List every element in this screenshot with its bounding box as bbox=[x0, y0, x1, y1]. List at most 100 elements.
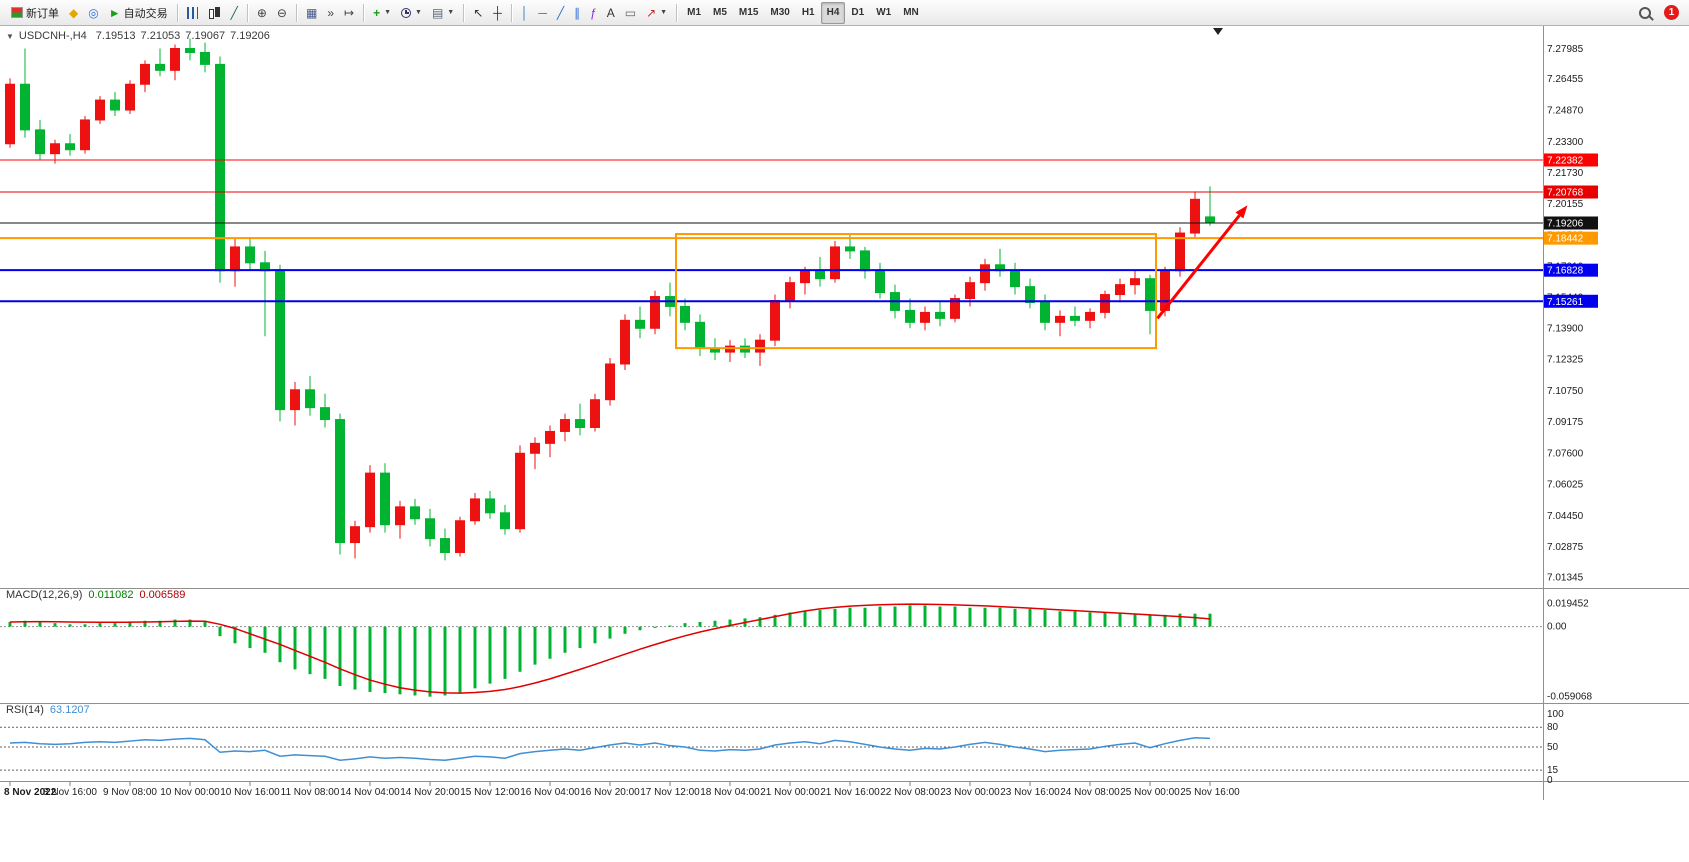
candlestick-chart-icon bbox=[208, 6, 221, 19]
crosshair-button[interactable]: ┼ bbox=[488, 2, 507, 24]
autotrading-button[interactable]: ► 自动交易 bbox=[104, 2, 173, 24]
candle bbox=[350, 526, 360, 544]
price-tag bbox=[1544, 263, 1598, 277]
arrows-button[interactable]: ↗ ▼ bbox=[641, 2, 672, 24]
cursor-button[interactable]: ↖ bbox=[468, 2, 488, 24]
macd-histogram-bar bbox=[1133, 613, 1137, 627]
macd-histogram-bar bbox=[563, 626, 567, 653]
price-tag-label: 7.18442 bbox=[1547, 234, 1584, 245]
navigator-button[interactable]: ◎ bbox=[83, 2, 103, 24]
tf-w1-button[interactable]: W1 bbox=[870, 2, 897, 24]
price-axis-label: 7.21730 bbox=[1547, 168, 1584, 179]
tf-m15-button[interactable]: M15 bbox=[733, 2, 764, 24]
consolidation-rectangle[interactable] bbox=[675, 233, 1157, 350]
macd-histogram-bar bbox=[218, 626, 222, 637]
new-chart-button[interactable]: ◆ bbox=[64, 2, 83, 24]
price-axis-label: 7.01345 bbox=[1547, 572, 1584, 583]
tf-d1-button[interactable]: D1 bbox=[845, 2, 870, 24]
macd-histogram-bar bbox=[473, 626, 477, 689]
macd-histogram-bar bbox=[68, 624, 72, 627]
candle bbox=[605, 363, 615, 401]
candle bbox=[5, 83, 15, 145]
candle bbox=[650, 296, 660, 329]
auto-scroll-button[interactable]: » bbox=[322, 2, 339, 24]
tf-mn-button[interactable]: MN bbox=[897, 2, 925, 24]
candle bbox=[1205, 216, 1215, 224]
quote-high: 7.21053 bbox=[140, 30, 181, 42]
candle bbox=[590, 399, 600, 428]
vertical-line-button[interactable]: │ bbox=[516, 2, 534, 24]
toolbar-buttons: 新订单 ◆ ◎ ► 自动交易 ╱ ⊕ ⊖ ▦» ↦ + ▼ ▼ ▤ ▼ ↖ ┼ │ ─ ╱ ∥ ƒ A ▭ ↗ ▼ M1 M5 M15 M… bbox=[6, 0, 925, 25]
tile-windows-button[interactable]: ▦ bbox=[301, 2, 322, 24]
candle bbox=[695, 321, 705, 349]
indicators-button[interactable]: + ▼ bbox=[368, 2, 396, 24]
dropdown-arrow-icon: ▼ bbox=[415, 9, 422, 16]
tf-m30-button[interactable]: M30 bbox=[764, 2, 795, 24]
fibonacci-button[interactable]: ƒ bbox=[585, 2, 602, 24]
price-tag-label: 7.19206 bbox=[1547, 219, 1584, 230]
new-chart-icon: ◆ bbox=[69, 5, 79, 20]
arrows-icon: ↗ bbox=[646, 5, 657, 20]
notification-badge[interactable]: 1 bbox=[1664, 5, 1679, 20]
time-label: 24 Nov 08:00 bbox=[1060, 787, 1120, 798]
macd-histogram-bar bbox=[413, 626, 417, 696]
candle bbox=[200, 51, 210, 65]
macd-histogram-bar bbox=[548, 626, 552, 659]
chart-shift-button[interactable]: ↦ bbox=[339, 2, 359, 24]
macd-histogram-bar bbox=[143, 620, 147, 627]
price-tag-label: 7.16828 bbox=[1547, 266, 1584, 277]
chart-menu-arrow-icon[interactable]: ▼ bbox=[6, 31, 14, 41]
macd-histogram-bar bbox=[998, 607, 1002, 627]
periods-button[interactable]: ▼ bbox=[396, 2, 427, 24]
tf-h1-button[interactable]: H1 bbox=[796, 2, 821, 24]
macd-histogram-bar bbox=[938, 606, 942, 627]
text-label-button[interactable]: ▭ bbox=[620, 2, 641, 24]
macd-histogram-bar bbox=[623, 626, 627, 634]
macd-histogram-bar bbox=[893, 606, 897, 627]
chart-shift-marker[interactable] bbox=[1213, 28, 1223, 35]
macd-histogram-bar bbox=[608, 626, 612, 639]
macd-histogram-bar bbox=[833, 608, 837, 627]
line-chart-button[interactable]: ╱ bbox=[226, 2, 243, 24]
zoom-out-button[interactable]: ⊖ bbox=[272, 2, 292, 24]
candlestick-chart-button[interactable] bbox=[203, 2, 226, 24]
trendline-button[interactable]: ╱ bbox=[552, 2, 569, 24]
quote-close: 7.19206 bbox=[230, 30, 270, 42]
macd-histogram-bar bbox=[323, 626, 327, 679]
quote-open: 7.19513 bbox=[95, 30, 136, 42]
trend-arrow[interactable] bbox=[1156, 214, 1241, 320]
macd-histogram-bar bbox=[803, 611, 807, 627]
toolbar-right: 1 bbox=[1634, 2, 1683, 24]
equidistant-channel-button[interactable]: ∥ bbox=[569, 2, 585, 24]
time-label: 23 Nov 00:00 bbox=[940, 787, 1000, 798]
zoom-in-icon: ⊕ bbox=[256, 5, 267, 20]
toolbar-separator bbox=[176, 3, 178, 22]
time-label: 14 Nov 20:00 bbox=[400, 787, 460, 798]
candle bbox=[1115, 284, 1125, 296]
candle bbox=[455, 520, 465, 553]
macd-histogram-bar bbox=[1028, 608, 1032, 627]
price-tag bbox=[1544, 231, 1598, 245]
text-button[interactable]: A bbox=[602, 2, 620, 24]
price-axis-label: 7.27985 bbox=[1547, 44, 1584, 55]
tf-m1-button[interactable]: M1 bbox=[681, 2, 707, 24]
fibonacci-icon: ƒ bbox=[590, 5, 597, 20]
horizontal-line-button[interactable]: ─ bbox=[533, 2, 552, 24]
price-axis-label: 7.09175 bbox=[1547, 417, 1584, 428]
search-button[interactable] bbox=[1634, 2, 1656, 24]
templates-button[interactable]: ▤ ▼ bbox=[427, 2, 459, 24]
candle bbox=[785, 282, 795, 301]
tf-h4-button[interactable]: H4 bbox=[820, 1, 846, 24]
macd-histogram-bar bbox=[503, 626, 507, 679]
price-axis-label: 7.13900 bbox=[1547, 323, 1584, 334]
tf-m5-button[interactable]: M5 bbox=[707, 2, 733, 24]
candle bbox=[1100, 294, 1110, 313]
macd-histogram-bar bbox=[1148, 614, 1152, 627]
macd-histogram-bar bbox=[1073, 611, 1077, 627]
candle bbox=[65, 143, 75, 151]
macd-histogram-bar bbox=[308, 626, 312, 675]
bar-chart-button[interactable] bbox=[182, 2, 203, 24]
new-order-button[interactable]: 新订单 bbox=[6, 2, 64, 24]
zoom-in-button[interactable]: ⊕ bbox=[252, 2, 272, 24]
